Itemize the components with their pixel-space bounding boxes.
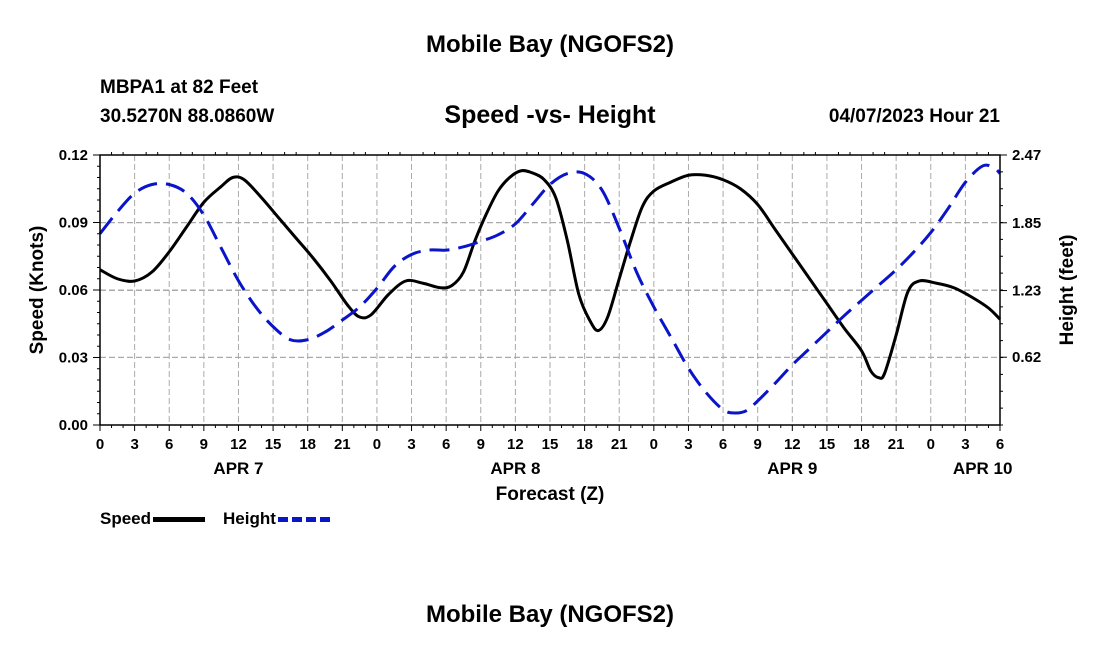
x-tick-label: 3 (130, 436, 138, 453)
y-tick-label: 0.03 (59, 350, 88, 367)
x-tick-label: 12 (230, 436, 247, 453)
legend-speed-swatch (153, 516, 206, 522)
x-tick-label: 15 (542, 436, 559, 453)
y-tick-label: 0.06 (59, 282, 88, 299)
x-tick-label: 15 (819, 436, 836, 453)
x-tick-label: 21 (611, 436, 628, 453)
x-tick-label: 6 (996, 436, 1004, 453)
x-tick-label: 18 (853, 436, 870, 453)
x-tick-label: 0 (650, 436, 658, 453)
y-tick-label: 0.00 (59, 417, 88, 434)
grid (99, 155, 1001, 425)
footer-title: Mobile Bay (NGOFS2) (425, 601, 675, 628)
x-tick-label: 15 (265, 436, 282, 453)
station-coordinates: 30.5270N 88.0860W (100, 106, 275, 127)
date-label: APR 10 (953, 459, 1013, 478)
station-label: MBPA1 at 82 Feet (100, 77, 259, 98)
chart-title: Speed -vs- Height (444, 101, 656, 129)
x-tick-label: 12 (507, 436, 524, 453)
x-tick-label: 3 (961, 436, 969, 453)
legend-height: Height (223, 509, 330, 529)
date-label: APR 7 (213, 459, 263, 478)
series-layer (98, 163, 1002, 415)
date-label: APR 9 (767, 459, 817, 478)
x-tick-label: 0 (927, 436, 935, 453)
legend-speed-label: Speed (100, 509, 152, 528)
y2-axis-label: Height (feet) (1057, 235, 1078, 346)
x-tick-label: 6 (719, 436, 727, 453)
date-label: APR 8 (490, 459, 540, 478)
legend-speed: Speed (100, 509, 206, 529)
x-tick-label: 3 (407, 436, 415, 453)
x-tick-label: 21 (334, 436, 351, 453)
x-tick-label: 6 (442, 436, 450, 453)
speed-series-line (99, 169, 1002, 380)
x-tick-label: 12 (784, 436, 801, 453)
y2-tick-label: 1.23 (1012, 283, 1041, 300)
y2-tick-label: 1.85 (1012, 215, 1041, 232)
legend: Speed Height (100, 509, 348, 529)
x-tick-label: 3 (684, 436, 692, 453)
axes: 0 3 6 9 12 15 18 21 0 3 6 9 12 15 18 21 0 3 6 9 12 15 18 21 0 3 6 A… (59, 147, 1041, 478)
height-series-line (98, 163, 1002, 415)
x-axis-label: Forecast (Z) (496, 484, 605, 505)
x-tick-label: 0 (96, 436, 104, 453)
y-tick-label: 0.12 (59, 147, 88, 164)
forecast-time: 04/07/2023 Hour 21 (828, 106, 1000, 127)
x-tick-label: 9 (200, 436, 208, 453)
x-tick-label: 0 (373, 436, 381, 453)
x-tick-label: 6 (165, 436, 173, 453)
y-axis-label: Speed (Knots) (27, 226, 48, 355)
x-tick-label: 18 (299, 436, 316, 453)
x-tick-label: 9 (754, 436, 762, 453)
x-tick-label: 21 (888, 436, 905, 453)
x-tick-label: 18 (576, 436, 593, 453)
y2-tick-label: 2.47 (1012, 147, 1041, 164)
legend-height-label: Height (223, 509, 276, 528)
y-tick-label: 0.09 (59, 215, 88, 232)
x-tick-label: 9 (477, 436, 485, 453)
y2-tick-label: 0.62 (1012, 349, 1041, 366)
legend-height-swatch (277, 516, 330, 522)
page-title: Mobile Bay (NGOFS2) (425, 31, 675, 58)
